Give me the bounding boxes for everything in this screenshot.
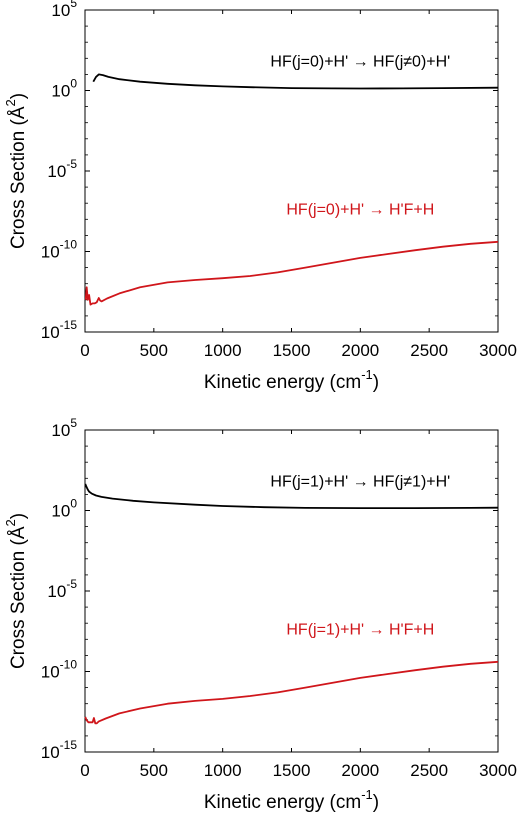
y-tick-label: 10-15 [41, 738, 78, 762]
y-tick-label: 100 [51, 77, 77, 101]
y-tick-label: 10-10 [41, 658, 78, 682]
x-tick-label: 3000 [479, 341, 517, 360]
x-tick-label: 500 [140, 761, 168, 780]
annotation-inelastic: HF(j=0)+H' → HF(j≠0)+H' [270, 54, 450, 71]
x-tick-label: 1500 [273, 761, 311, 780]
x-tick-label: 1500 [273, 341, 311, 360]
annotation-inelastic: HF(j=1)+H' → HF(j≠1)+H' [270, 474, 450, 491]
series-line-reactive [84, 240, 499, 306]
y-axis-label: Cross Section (Å2) [3, 513, 29, 669]
x-tick-label: 1000 [204, 341, 242, 360]
y-tick-label: 105 [51, 416, 77, 440]
y-axis-label: Cross Section (Å2) [3, 93, 29, 249]
annotation-reactive: HF(j=0)+H' → H'F+H [286, 201, 434, 218]
x-tick-label: 0 [80, 761, 89, 780]
y-tick-label: 10-10 [41, 238, 78, 262]
annotation-reactive: HF(j=1)+H' → H'F+H [286, 621, 434, 638]
y-tick-label: 100 [51, 497, 77, 521]
x-axis-label: Kinetic energy (cm-1) [204, 367, 379, 393]
series-line-reactive [84, 660, 499, 725]
x-tick-label: 1000 [204, 761, 242, 780]
y-tick-label: 10-5 [47, 157, 77, 181]
chart-panel-1: 0 500 1000 1500 2000 2500 3000 10-15 10-10 10-5 10… [3, 0, 517, 393]
x-tick-label: 0 [80, 341, 89, 360]
series-line-inelastic [84, 483, 499, 510]
x-tick-label: 500 [140, 341, 168, 360]
y-tick-label: 105 [51, 0, 77, 20]
x-tick-label: 2500 [410, 341, 448, 360]
y-tick-label: 10-15 [41, 318, 78, 342]
x-tick-label: 2000 [341, 761, 379, 780]
series-line-inelastic [92, 73, 499, 90]
chart-panel-2: 0 500 1000 1500 2000 2500 3000 10-15 10-10 10-5 10… [3, 416, 517, 813]
y-tick-label: 10-5 [47, 577, 77, 601]
x-tick-label: 2500 [410, 761, 448, 780]
x-tick-label: 3000 [479, 761, 517, 780]
x-axis-label: Kinetic energy (cm-1) [204, 787, 379, 813]
x-tick-label: 2000 [341, 341, 379, 360]
